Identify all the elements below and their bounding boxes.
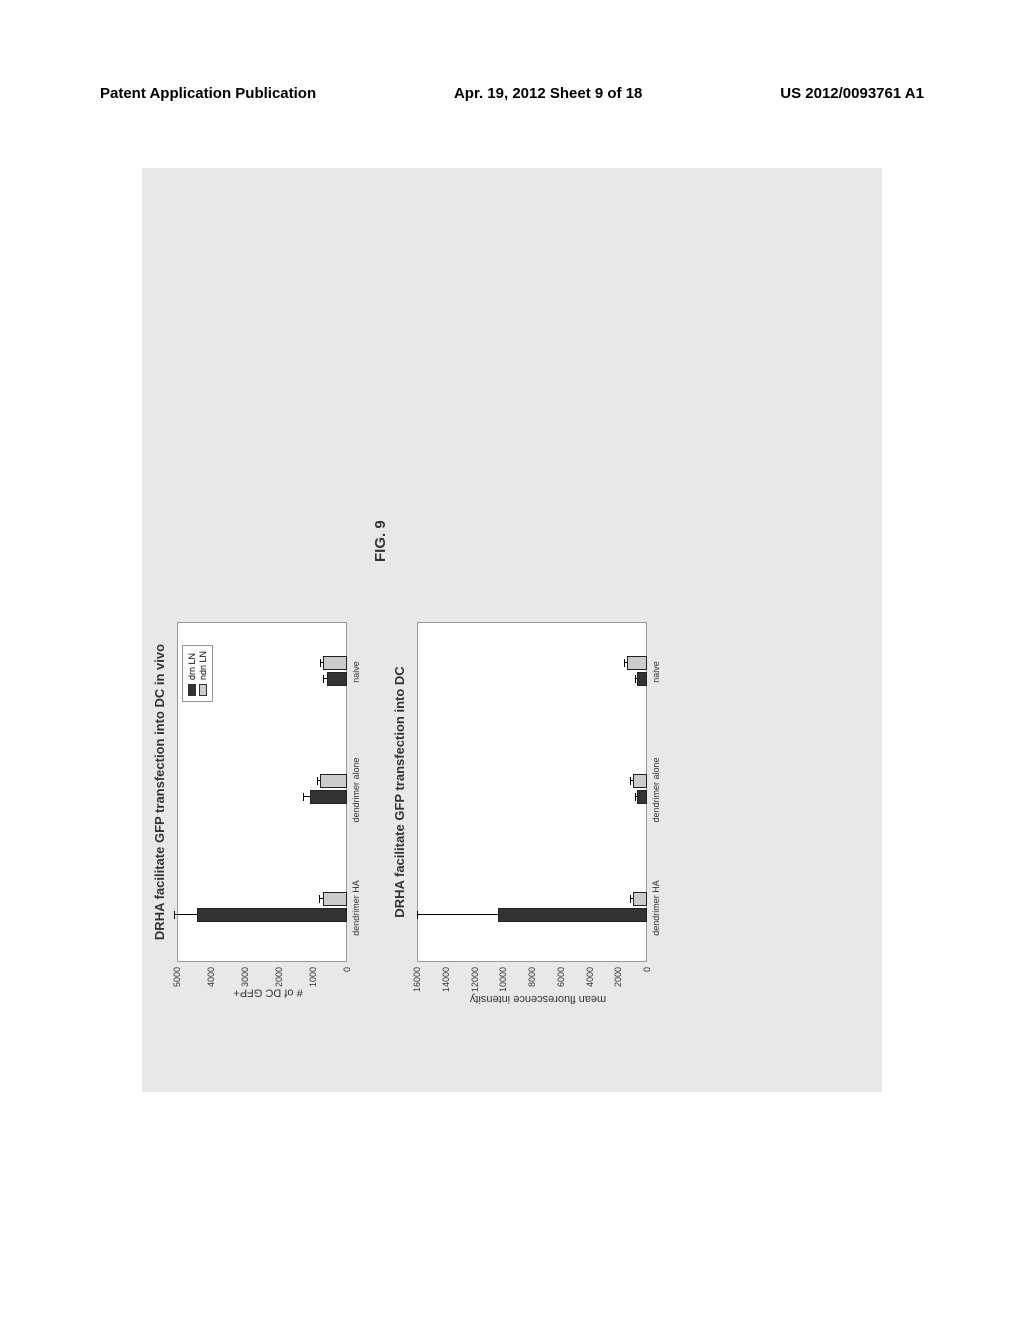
ytick: 4000 — [206, 967, 216, 1007]
legend-item: drn LN — [187, 651, 197, 696]
figure-area: DRHA facilitate GFP transfection into DC… — [142, 168, 882, 1092]
bar — [323, 892, 347, 906]
xtick: dendrimer HA — [351, 880, 361, 936]
ytick: 0 — [342, 967, 352, 1007]
page-header: Patent Application Publication Apr. 19, … — [0, 85, 1024, 102]
error-cap — [303, 793, 304, 801]
error-cap — [320, 659, 321, 667]
header-right: US 2012/0093761 A1 — [780, 85, 924, 102]
bar — [327, 672, 347, 686]
ytick: 10000 — [498, 967, 508, 1007]
ytick: 8000 — [527, 967, 537, 1007]
ytick: 6000 — [556, 967, 566, 1007]
xtick: naive — [351, 661, 361, 683]
ytick: 3000 — [240, 967, 250, 1007]
error-bar — [303, 796, 310, 797]
error-cap — [174, 911, 175, 919]
legend-swatch — [188, 684, 196, 696]
header-left: Patent Application Publication — [100, 85, 316, 102]
ytick: 14000 — [441, 967, 451, 1007]
error-cap — [319, 895, 320, 903]
bar — [197, 908, 347, 922]
error-cap — [317, 777, 318, 785]
bar — [627, 656, 647, 670]
error-cap — [630, 777, 631, 785]
error-bar — [174, 914, 198, 915]
legend-swatch — [199, 684, 207, 696]
chart1-title: DRHA facilitate GFP transfection into DC… — [152, 622, 167, 962]
ytick: 0 — [642, 967, 652, 1007]
ytick: 2000 — [613, 967, 623, 1007]
error-cap — [635, 793, 636, 801]
legend-label: drn LN — [187, 653, 197, 680]
bar — [323, 656, 347, 670]
ytick: 4000 — [585, 967, 595, 1007]
bar — [310, 790, 347, 804]
error-cap — [630, 895, 631, 903]
bar — [633, 892, 647, 906]
chart2-title: DRHA facilitate GFP transfection into DC — [392, 622, 407, 962]
ytick: 2000 — [274, 967, 284, 1007]
error-cap — [417, 911, 418, 919]
xtick: dendrimer alone — [651, 757, 661, 822]
bar — [637, 790, 647, 804]
error-cap — [635, 675, 636, 683]
xtick: naive — [651, 661, 661, 683]
error-cap — [624, 659, 625, 667]
header-center: Apr. 19, 2012 Sheet 9 of 18 — [454, 85, 642, 102]
ytick: 5000 — [172, 967, 182, 1007]
chart1-legend: drn LN ndn LN — [182, 645, 213, 702]
ytick: 12000 — [470, 967, 480, 1007]
legend-item: ndn LN — [198, 651, 208, 696]
legend-label: ndn LN — [198, 651, 208, 680]
figure-label: FIG. 9 — [372, 520, 389, 562]
error-cap — [323, 675, 324, 683]
ytick: 1000 — [308, 967, 318, 1007]
bar — [320, 774, 347, 788]
xtick: dendrimer HA — [651, 880, 661, 936]
error-bar — [417, 914, 498, 915]
bar — [637, 672, 647, 686]
bar — [498, 908, 648, 922]
ytick: 16000 — [412, 967, 422, 1007]
bar — [633, 774, 647, 788]
xtick: dendrimer alone — [351, 757, 361, 822]
